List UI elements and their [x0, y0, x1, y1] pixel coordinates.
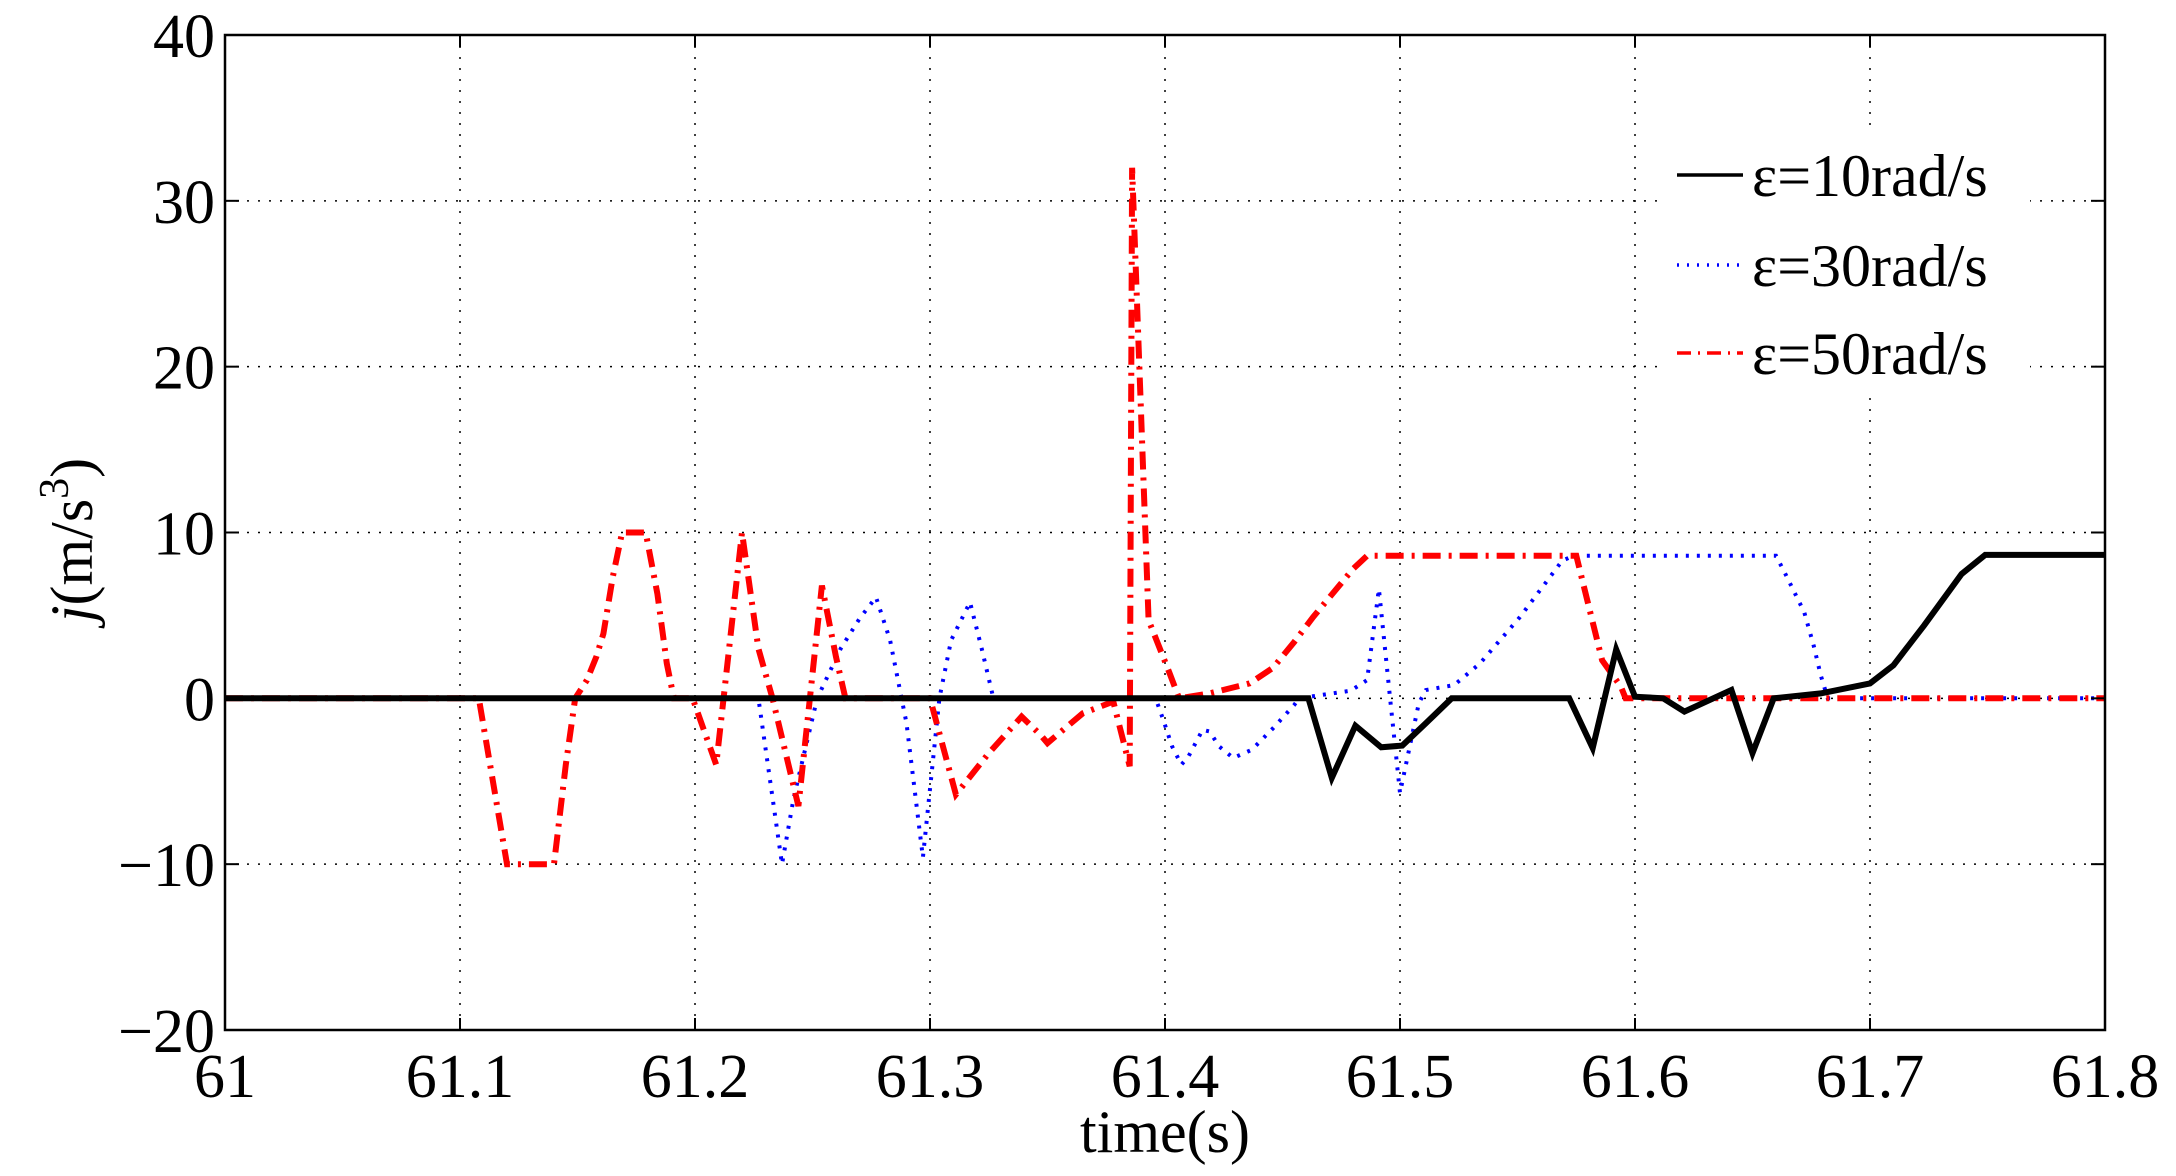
y-axis-title-unit: (m/s	[39, 499, 105, 606]
x-tick-label: 61.2	[641, 1043, 750, 1111]
x-tick-label: 61.8	[2051, 1043, 2160, 1111]
x-axis-title: time(s)	[1080, 1099, 1250, 1165]
x-tick-label: 61.7	[1816, 1043, 1925, 1111]
legend-entry-eps50: ε=50rad/s	[1677, 321, 1988, 387]
x-tick-label: 61.4	[1111, 1043, 1220, 1111]
y-axis-title-exponent: 3	[32, 478, 78, 499]
y-tick-label: 0	[184, 666, 215, 734]
y-tick-label: −20	[118, 998, 215, 1066]
y-tick-label: −10	[118, 832, 215, 900]
x-tick-label: 61	[194, 1043, 256, 1111]
y-tick-label: 10	[153, 501, 215, 569]
x-tick-label: 61.5	[1346, 1043, 1455, 1111]
y-axis-tick-labels: −20 −10 0 10 20 30 40	[118, 3, 215, 1066]
y-axis-title: j(m/s3)	[32, 458, 105, 629]
x-tick-label: 61.6	[1581, 1043, 1690, 1111]
data-series	[225, 167, 2105, 868]
x-tick-label: 61.1	[406, 1043, 515, 1111]
series-line-2	[225, 167, 2105, 868]
legend-label: ε=50rad/s	[1752, 321, 1988, 387]
axis-ticks	[224, 34, 2106, 1031]
legend-label: ε=10rad/s	[1752, 143, 1988, 209]
y-axis-title-close: )	[39, 458, 105, 478]
y-tick-label: 30	[153, 169, 215, 237]
legend-entry-eps30: ε=30rad/s	[1677, 233, 1988, 299]
y-tick-label: 40	[153, 3, 215, 71]
legend-entry-eps10: ε=10rad/s	[1677, 143, 1988, 209]
x-tick-label: 61.3	[876, 1043, 985, 1111]
legend-label: ε=30rad/s	[1752, 233, 1988, 299]
y-tick-label: 20	[153, 335, 215, 403]
legend: ε=10rad/s ε=30rad/s ε=50rad/s	[1660, 130, 2030, 390]
series-line-0	[225, 551, 2105, 787]
x-axis-tick-labels: 61 61.1 61.2 61.3 61.4 61.5 61.6 61.7 61.8	[194, 1043, 2159, 1111]
